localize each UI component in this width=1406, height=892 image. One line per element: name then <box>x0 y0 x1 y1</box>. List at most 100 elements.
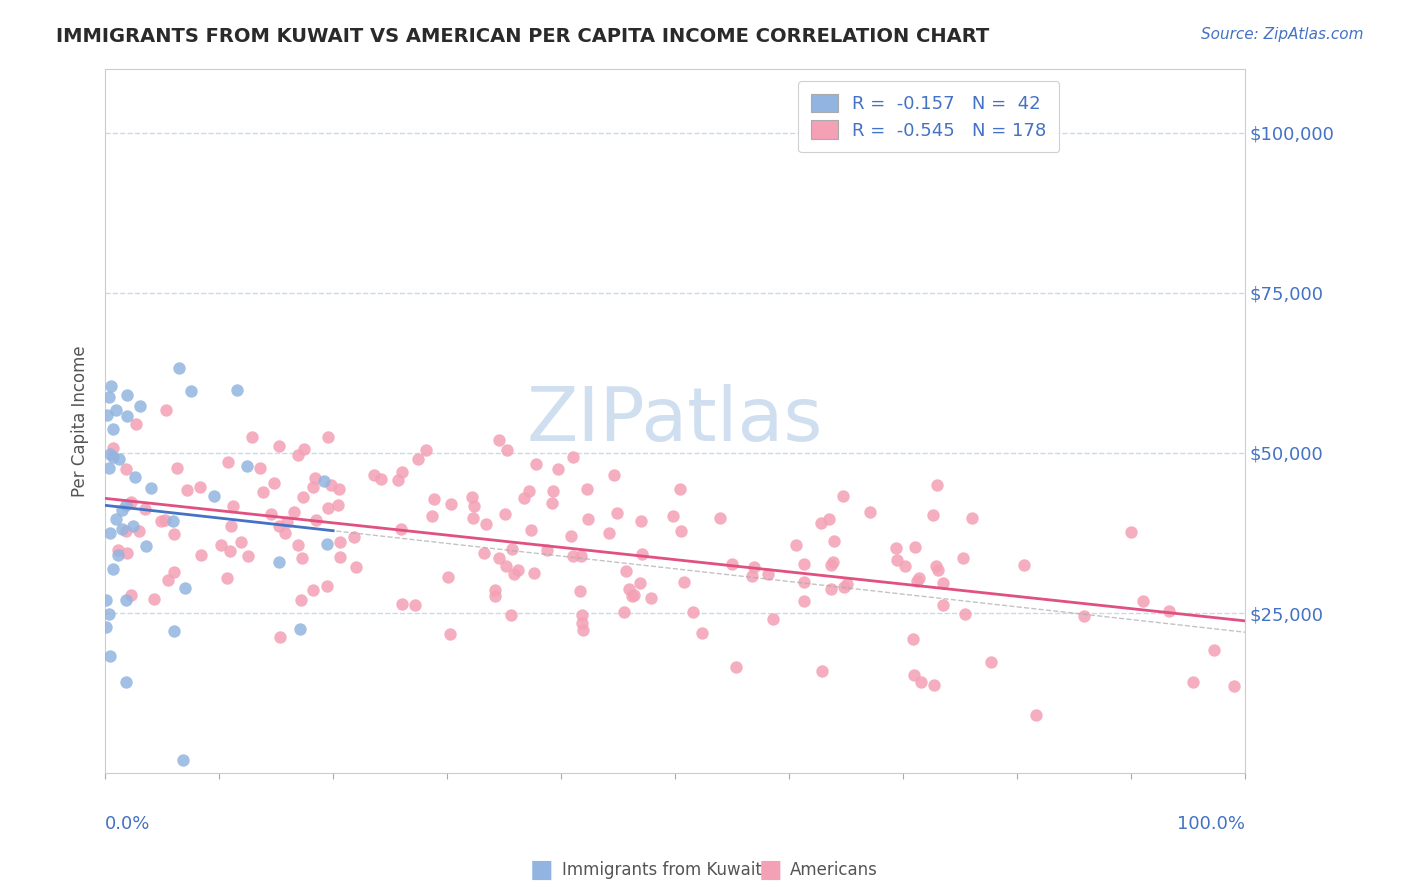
Point <box>1132 594 1154 608</box>
Point <box>837 577 859 591</box>
Point <box>215 571 238 585</box>
Point <box>810 516 832 530</box>
Text: ■: ■ <box>530 858 553 881</box>
Point <box>292 442 315 457</box>
Point <box>98 607 121 622</box>
Point <box>128 524 150 538</box>
Point <box>163 624 186 639</box>
Point <box>903 632 925 646</box>
Point <box>98 526 121 541</box>
Point <box>269 630 291 644</box>
Point <box>98 649 121 664</box>
Point <box>180 384 202 398</box>
Point <box>884 541 907 555</box>
Point <box>263 475 285 490</box>
Point <box>287 448 309 462</box>
Point <box>569 549 592 563</box>
Point <box>793 557 815 571</box>
Point <box>316 537 339 551</box>
Point <box>104 403 127 417</box>
Point <box>463 500 485 514</box>
Point <box>640 591 662 606</box>
Point <box>541 484 564 499</box>
Text: Americans: Americans <box>790 861 877 879</box>
Point <box>304 471 326 485</box>
Legend: R =  -0.157   N =  42, R =  -0.545   N = 178: R = -0.157 N = 42, R = -0.545 N = 178 <box>799 81 1059 153</box>
Point <box>344 560 367 574</box>
Point <box>172 753 194 767</box>
Point <box>291 551 314 566</box>
Point <box>124 470 146 484</box>
Point <box>219 544 242 558</box>
Point <box>904 540 927 554</box>
Point <box>494 508 516 522</box>
Point <box>523 566 546 580</box>
Point <box>820 582 842 596</box>
Point <box>316 579 339 593</box>
Point <box>115 498 138 512</box>
Point <box>103 441 125 455</box>
Text: Immigrants from Kuwait: Immigrants from Kuwait <box>562 861 762 879</box>
Point <box>756 567 779 582</box>
Point <box>1073 609 1095 624</box>
Point <box>519 523 541 537</box>
Point <box>440 497 463 511</box>
Point <box>190 548 212 562</box>
Point <box>811 664 834 678</box>
Point <box>562 450 585 464</box>
Point <box>415 443 437 458</box>
Point <box>98 460 121 475</box>
Point <box>226 384 249 398</box>
Point <box>408 451 430 466</box>
Point <box>276 515 298 529</box>
Point <box>932 598 955 612</box>
Point <box>910 674 932 689</box>
Point <box>134 501 156 516</box>
Point <box>363 468 385 483</box>
Text: 100.0%: 100.0% <box>1177 815 1246 833</box>
Point <box>980 655 1002 669</box>
Point <box>672 574 695 589</box>
Point <box>1025 708 1047 723</box>
Point <box>163 565 186 579</box>
Point <box>513 491 536 505</box>
Point <box>103 450 125 465</box>
Text: ■: ■ <box>759 858 782 881</box>
Point <box>721 558 744 572</box>
Point <box>387 473 409 487</box>
Point <box>613 605 636 619</box>
Point <box>149 514 172 528</box>
Point <box>725 660 748 674</box>
Point <box>97 390 120 404</box>
Point <box>598 525 620 540</box>
Point <box>420 508 443 523</box>
Point <box>488 551 510 566</box>
Point <box>488 433 510 447</box>
Point <box>1012 558 1035 573</box>
Point <box>571 607 593 622</box>
Point <box>115 675 138 690</box>
Point <box>389 522 412 536</box>
Point <box>101 422 124 436</box>
Point <box>661 509 683 524</box>
Point <box>894 558 917 573</box>
Point <box>682 606 704 620</box>
Point <box>606 506 628 520</box>
Point <box>562 549 585 563</box>
Point <box>568 584 591 599</box>
Point <box>472 546 495 560</box>
Point <box>953 607 976 621</box>
Point <box>742 560 765 574</box>
Point <box>343 530 366 544</box>
Point <box>1119 524 1142 539</box>
Point <box>167 361 190 376</box>
Point <box>107 542 129 557</box>
Point <box>101 562 124 576</box>
Point <box>260 507 283 521</box>
Point <box>156 574 179 588</box>
Point <box>108 452 131 467</box>
Point <box>524 458 547 472</box>
Point <box>291 490 314 504</box>
Point <box>100 378 122 392</box>
Point <box>96 408 118 422</box>
